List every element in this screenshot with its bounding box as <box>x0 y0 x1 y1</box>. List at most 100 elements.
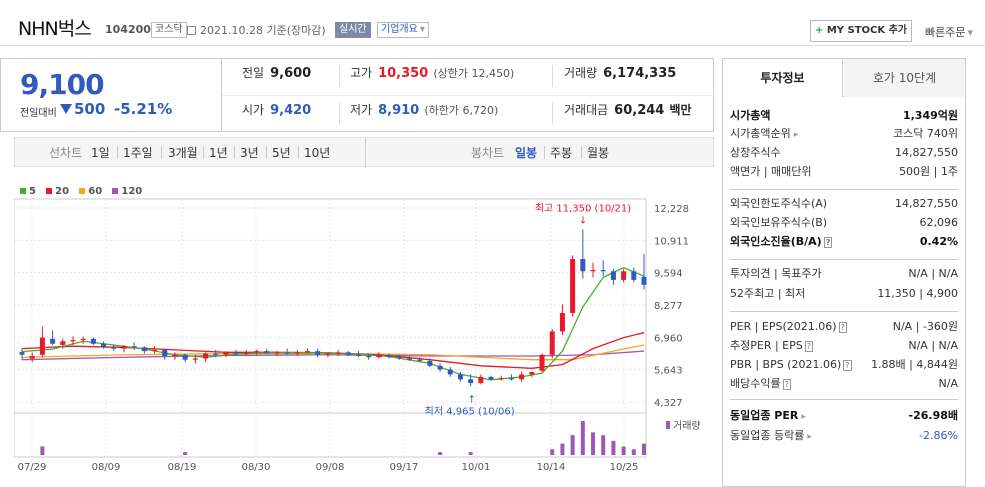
tab-10y[interactable]: 10년 <box>304 146 331 160</box>
legend-ma5: 5 <box>20 186 36 197</box>
change-label: 전일대비 <box>20 108 57 119</box>
candle <box>70 336 76 345</box>
stat-value: 9,420 <box>270 103 312 118</box>
est-per-row: 추정PER | EPS? N/A | N/A <box>730 337 958 355</box>
tab-order-book[interactable]: 호가 10단계 <box>844 59 965 97</box>
stock-chart[interactable]: 12,228 10,911 9,594 8,277 6,960 5,643 4,327 07… <box>14 197 714 487</box>
candle <box>264 348 270 354</box>
divider <box>730 311 958 312</box>
info-label: 상장주식수 <box>730 146 781 159</box>
company-overview-button[interactable]: 기업개요 ▾ <box>377 22 429 38</box>
chart-period-tabs: 선차트 1일 1주일 3개월 1년 3년 5년 10년 봉차트 일봉 주봉 월봉 <box>14 137 714 168</box>
divider <box>339 65 340 87</box>
help-icon[interactable]: ? <box>838 322 847 333</box>
candle-body <box>233 352 239 354</box>
help-icon[interactable]: ? <box>804 341 813 352</box>
tab-3m[interactable]: 3개월 <box>168 146 198 160</box>
tab-daily[interactable]: 일봉 <box>515 146 538 160</box>
divider <box>234 146 235 159</box>
divider <box>203 146 204 159</box>
candle <box>590 262 596 278</box>
dividend-row: 배당수익률? N/A <box>730 375 958 393</box>
candle-body <box>141 347 147 352</box>
info-label: 동일업종 PER <box>730 409 799 422</box>
volume-bar <box>438 452 443 455</box>
volume-bar <box>468 452 473 455</box>
quick-order-button[interactable]: 빠른주문 ▾ <box>925 24 973 40</box>
candle <box>641 254 647 290</box>
quick-order-label: 빠른주문 <box>925 26 966 39</box>
candle-body <box>457 374 463 380</box>
info-value: 14,827,550 <box>895 146 958 159</box>
legend-label: 20 <box>55 186 70 197</box>
market-cap-rank-row[interactable]: 시가총액순위 ▸ 코스닥 740위 <box>730 125 958 143</box>
amount-unit: 백만 <box>669 103 692 117</box>
investment-info-panel: 투자정보 호가 10단계 시가총액 1,349억원 시가총액순위 ▸ 코스닥 740위… <box>722 58 966 487</box>
x-tick-label: 08/19 <box>168 462 197 473</box>
volume-bar <box>560 443 565 455</box>
candle <box>213 349 219 358</box>
candle-body <box>274 352 280 354</box>
volume-label: 거래량 <box>673 420 701 432</box>
tab-investment-info[interactable]: 투자정보 <box>723 59 843 97</box>
volume-legend-swatch <box>666 421 670 429</box>
tab-5y[interactable]: 5년 <box>272 146 291 160</box>
candle <box>274 351 280 357</box>
info-value: 11,350 | 4,900 <box>877 287 958 300</box>
realtime-badge[interactable]: 실시간 <box>335 22 371 38</box>
candle-body <box>478 376 484 384</box>
candle <box>50 330 56 345</box>
candle <box>315 348 321 358</box>
stat-label: 시가 <box>242 103 265 117</box>
candle-body <box>610 271 616 280</box>
candle-body <box>590 270 596 272</box>
tab-1w[interactable]: 1주일 <box>123 146 153 160</box>
tab-monthly[interactable]: 월봉 <box>587 146 610 160</box>
candle <box>203 352 209 363</box>
x-tick-label: 10/25 <box>610 462 639 473</box>
volume-bar <box>601 435 606 455</box>
tab-1d[interactable]: 1일 <box>91 146 110 160</box>
candle-body <box>539 354 545 371</box>
help-icon[interactable]: ? <box>843 360 852 371</box>
candle-body <box>39 337 45 355</box>
y-tick-label: 12,228 <box>654 204 689 215</box>
candle <box>386 353 392 359</box>
candle <box>406 356 412 361</box>
candle-body <box>508 378 514 380</box>
tab-weekly[interactable]: 주봉 <box>550 146 573 160</box>
info-value: N/A | -360원 <box>892 320 958 333</box>
candle-body <box>111 347 117 349</box>
stat-label: 거래량 <box>564 66 598 80</box>
help-icon[interactable]: ? <box>782 379 791 390</box>
y-tick-label: 6,960 <box>654 333 683 344</box>
help-icon[interactable]: ? <box>823 237 833 248</box>
candle-body <box>468 379 474 384</box>
candle <box>39 326 45 358</box>
info-tabs: 투자정보 호가 10단계 <box>723 59 965 97</box>
candle <box>284 348 290 355</box>
divider <box>161 146 162 159</box>
candle <box>152 346 158 354</box>
tab-3y[interactable]: 3년 <box>240 146 259 160</box>
tab-1y[interactable]: 1년 <box>209 146 228 160</box>
info-label: 시가총액 <box>730 109 771 122</box>
my-stock-add-button[interactable]: + MY STOCK 추가 <box>810 20 912 42</box>
candle-body <box>631 271 637 280</box>
sector-per-row[interactable]: 동일업종 PER ▸ -26.98배 <box>730 407 958 425</box>
candle-body <box>243 352 249 354</box>
stats-row: 시가 9,420 저가 8,910 (하한가 6,720) 거래대금 60,244 백… <box>222 96 714 133</box>
sector-rate-row[interactable]: 동일업종 등락률 ▸ -2.86% <box>730 427 958 445</box>
price-change-percent: -5.21% <box>114 100 173 118</box>
candle-body <box>294 352 300 354</box>
candle <box>325 352 331 358</box>
candle-body <box>498 378 504 380</box>
plus-icon: + <box>814 25 824 36</box>
candle-body <box>254 351 260 353</box>
candle-body <box>600 270 606 272</box>
candle <box>223 351 229 358</box>
candle <box>631 267 637 283</box>
candle <box>243 349 249 357</box>
candle <box>294 349 300 357</box>
volume-bar <box>580 421 585 455</box>
